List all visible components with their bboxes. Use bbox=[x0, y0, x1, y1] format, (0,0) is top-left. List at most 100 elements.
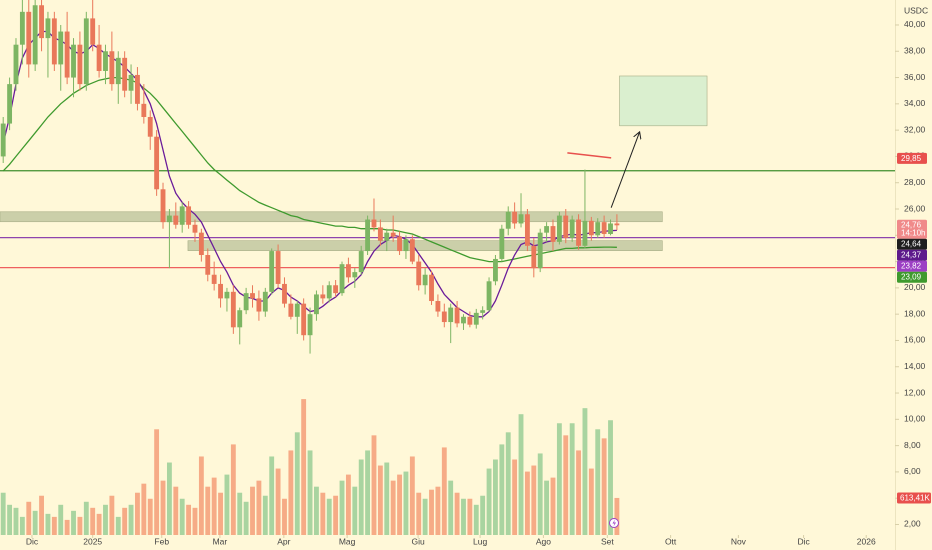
volume-bar bbox=[435, 486, 441, 535]
candle-body bbox=[230, 291, 236, 328]
volume-bar bbox=[345, 474, 351, 535]
candle-body bbox=[19, 11, 25, 45]
candle-body bbox=[384, 232, 390, 241]
candle-body bbox=[64, 31, 70, 78]
volume-bar bbox=[26, 501, 32, 535]
candle-body bbox=[179, 206, 185, 225]
price-badge bbox=[897, 219, 927, 239]
volume-bar bbox=[365, 450, 371, 535]
candle-body bbox=[147, 116, 153, 137]
volume-bar bbox=[147, 498, 153, 535]
candle-body bbox=[205, 255, 211, 275]
candle-body bbox=[243, 293, 249, 311]
volume-bar bbox=[179, 498, 185, 535]
y-tick-label: 2,00 bbox=[904, 519, 921, 529]
volume-bar bbox=[314, 486, 319, 535]
candle-body bbox=[588, 220, 594, 236]
candle-body bbox=[544, 226, 550, 233]
candle-body bbox=[58, 31, 64, 65]
axes: USDC 2,004,006,008,0010,0012,0014,0016,0… bbox=[26, 5, 931, 546]
volume-bar bbox=[58, 504, 64, 535]
volume-bar bbox=[301, 399, 307, 535]
candle-body bbox=[569, 219, 575, 238]
price-badge bbox=[897, 249, 927, 261]
zone bbox=[187, 240, 663, 251]
volume-bar bbox=[614, 497, 620, 535]
candle-body bbox=[435, 301, 441, 312]
x-tick-label: Giu bbox=[411, 536, 425, 546]
volume-bar bbox=[71, 510, 76, 535]
candle-body bbox=[0, 123, 6, 157]
volume-bar bbox=[371, 435, 377, 535]
candle-body bbox=[307, 314, 313, 336]
candle-body bbox=[467, 316, 473, 325]
candle-body bbox=[282, 283, 287, 304]
volume-bar bbox=[569, 423, 575, 535]
candle-body bbox=[301, 303, 307, 336]
volume-bar bbox=[377, 465, 383, 535]
volume-bar bbox=[230, 444, 236, 535]
candle-body bbox=[416, 261, 422, 286]
volume-bar bbox=[537, 453, 543, 535]
candle-body bbox=[45, 18, 51, 39]
price-pane bbox=[0, 0, 895, 535]
volume-bar bbox=[122, 507, 128, 535]
volume-bar bbox=[505, 432, 511, 535]
volume-bar bbox=[205, 486, 211, 535]
volume-bar bbox=[544, 480, 550, 535]
price-badge bbox=[897, 238, 927, 250]
candle-body bbox=[493, 258, 498, 282]
candle-body bbox=[371, 219, 377, 228]
volume-bar bbox=[531, 465, 537, 535]
price-badge-label: 29,85 bbox=[901, 154, 922, 163]
candle-body bbox=[454, 307, 460, 324]
candle-body bbox=[135, 74, 140, 104]
candle-body bbox=[237, 310, 243, 328]
candle-body bbox=[505, 211, 511, 229]
x-tick-label: 2025 bbox=[83, 536, 102, 546]
candle-body bbox=[192, 224, 198, 233]
volume-bar bbox=[173, 486, 179, 535]
candle-body bbox=[326, 285, 332, 299]
volume-bar bbox=[429, 489, 434, 535]
volume-bar bbox=[384, 462, 390, 535]
volume-bar bbox=[416, 492, 422, 535]
candle-body bbox=[486, 281, 492, 311]
candle-body bbox=[601, 222, 607, 234]
volume-bar bbox=[333, 495, 339, 535]
candle-body bbox=[39, 5, 44, 39]
arrow bbox=[610, 133, 639, 208]
volume-bar bbox=[224, 474, 230, 535]
volume-bar bbox=[486, 468, 492, 535]
candle-body bbox=[103, 51, 108, 71]
x-tick-label: Set bbox=[601, 536, 614, 546]
volume-bar bbox=[90, 507, 96, 535]
candle-body bbox=[524, 214, 530, 246]
event-icon bbox=[609, 518, 619, 528]
volume-bar bbox=[115, 516, 121, 535]
volume-bar bbox=[7, 504, 13, 535]
volume-bar bbox=[288, 450, 294, 535]
volume-bar bbox=[512, 459, 518, 535]
candle-body bbox=[345, 264, 351, 278]
volume-bar bbox=[518, 414, 524, 535]
y-tick-label: 18,00 bbox=[904, 308, 926, 318]
volume-bar bbox=[282, 498, 287, 535]
candle-body bbox=[365, 219, 371, 252]
candle-body bbox=[422, 274, 428, 286]
volume-bar bbox=[397, 474, 402, 535]
candle-body bbox=[256, 298, 262, 312]
candle-body bbox=[339, 264, 345, 294]
price-badge bbox=[897, 152, 927, 164]
x-tick-label: Ott bbox=[665, 536, 677, 546]
volume-bar bbox=[294, 432, 300, 535]
trend-segment bbox=[567, 152, 612, 159]
candle-body bbox=[441, 311, 447, 323]
volume-bar bbox=[493, 459, 498, 535]
zone bbox=[0, 211, 663, 223]
price-badge-label: 23,09 bbox=[901, 273, 922, 282]
candle-body bbox=[409, 239, 415, 262]
y-tick-label: 10,00 bbox=[904, 414, 926, 424]
candle-body bbox=[198, 232, 204, 256]
x-tick-label: Feb bbox=[154, 536, 169, 546]
